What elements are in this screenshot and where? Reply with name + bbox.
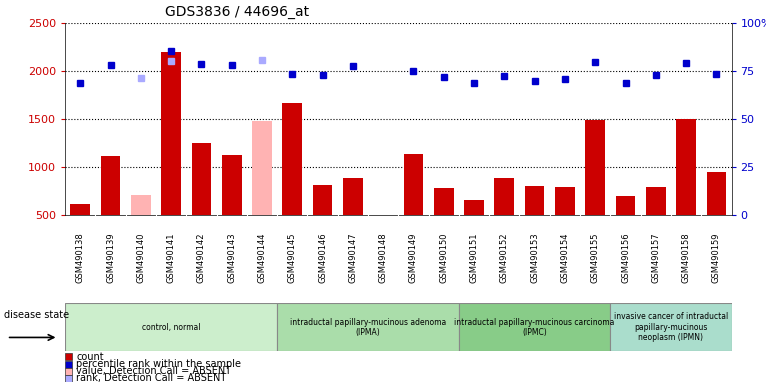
Bar — [555, 187, 574, 215]
Bar — [131, 195, 151, 215]
Bar — [65, 368, 72, 375]
Text: GSM490138: GSM490138 — [76, 232, 85, 283]
Bar — [283, 103, 302, 215]
Text: GSM490154: GSM490154 — [561, 232, 569, 283]
Bar — [706, 172, 726, 215]
Text: GSM490142: GSM490142 — [197, 232, 206, 283]
Bar — [70, 204, 90, 215]
Bar — [404, 154, 424, 215]
Text: GSM490143: GSM490143 — [228, 232, 236, 283]
Text: GSM490141: GSM490141 — [167, 232, 175, 283]
Text: value, Detection Call = ABSENT: value, Detection Call = ABSENT — [77, 366, 231, 376]
Text: GSM490149: GSM490149 — [409, 232, 418, 283]
Text: rank, Detection Call = ABSENT: rank, Detection Call = ABSENT — [77, 374, 227, 384]
Bar — [222, 155, 241, 215]
Text: GSM490159: GSM490159 — [712, 232, 721, 283]
Text: GSM490144: GSM490144 — [257, 232, 267, 283]
Bar — [676, 119, 696, 215]
Text: GSM490148: GSM490148 — [378, 232, 388, 283]
Bar — [459, 303, 611, 351]
Bar — [434, 188, 453, 215]
Bar — [313, 185, 332, 215]
Text: disease state: disease state — [4, 310, 69, 320]
Text: GSM490151: GSM490151 — [470, 232, 479, 283]
Bar — [162, 52, 181, 215]
Bar — [65, 361, 72, 367]
Text: count: count — [77, 352, 104, 362]
Bar — [616, 196, 635, 215]
Text: GSM490158: GSM490158 — [682, 232, 691, 283]
Bar — [525, 186, 545, 215]
Text: GSM490140: GSM490140 — [136, 232, 146, 283]
Text: control, normal: control, normal — [142, 323, 201, 332]
Bar — [192, 143, 211, 215]
Bar — [464, 200, 484, 215]
Bar — [100, 157, 120, 215]
Text: percentile rank within the sample: percentile rank within the sample — [77, 359, 241, 369]
Text: GSM490145: GSM490145 — [288, 232, 296, 283]
Text: GSM490147: GSM490147 — [349, 232, 358, 283]
Text: GSM490157: GSM490157 — [651, 232, 660, 283]
Bar — [65, 375, 72, 382]
Bar — [65, 353, 72, 360]
Text: GSM490155: GSM490155 — [591, 232, 600, 283]
Text: intraductal papillary-mucinous adenoma
(IPMA): intraductal papillary-mucinous adenoma (… — [290, 318, 446, 337]
Bar — [252, 121, 272, 215]
Bar — [611, 303, 732, 351]
Bar — [343, 177, 363, 215]
Bar — [495, 177, 514, 215]
Text: GSM490153: GSM490153 — [530, 232, 539, 283]
Bar — [585, 120, 605, 215]
Text: invasive cancer of intraductal
papillary-mucinous
neoplasm (IPMN): invasive cancer of intraductal papillary… — [614, 313, 728, 342]
Text: GSM490139: GSM490139 — [106, 232, 115, 283]
Text: GSM490146: GSM490146 — [318, 232, 327, 283]
Text: GSM490156: GSM490156 — [621, 232, 630, 283]
Text: intraductal papillary-mucinous carcinoma
(IPMC): intraductal papillary-mucinous carcinoma… — [454, 318, 615, 337]
Text: GSM490152: GSM490152 — [500, 232, 509, 283]
Text: GDS3836 / 44696_at: GDS3836 / 44696_at — [165, 5, 309, 19]
Bar — [65, 303, 277, 351]
Text: GSM490150: GSM490150 — [439, 232, 448, 283]
Bar — [646, 187, 666, 215]
Bar — [277, 303, 459, 351]
